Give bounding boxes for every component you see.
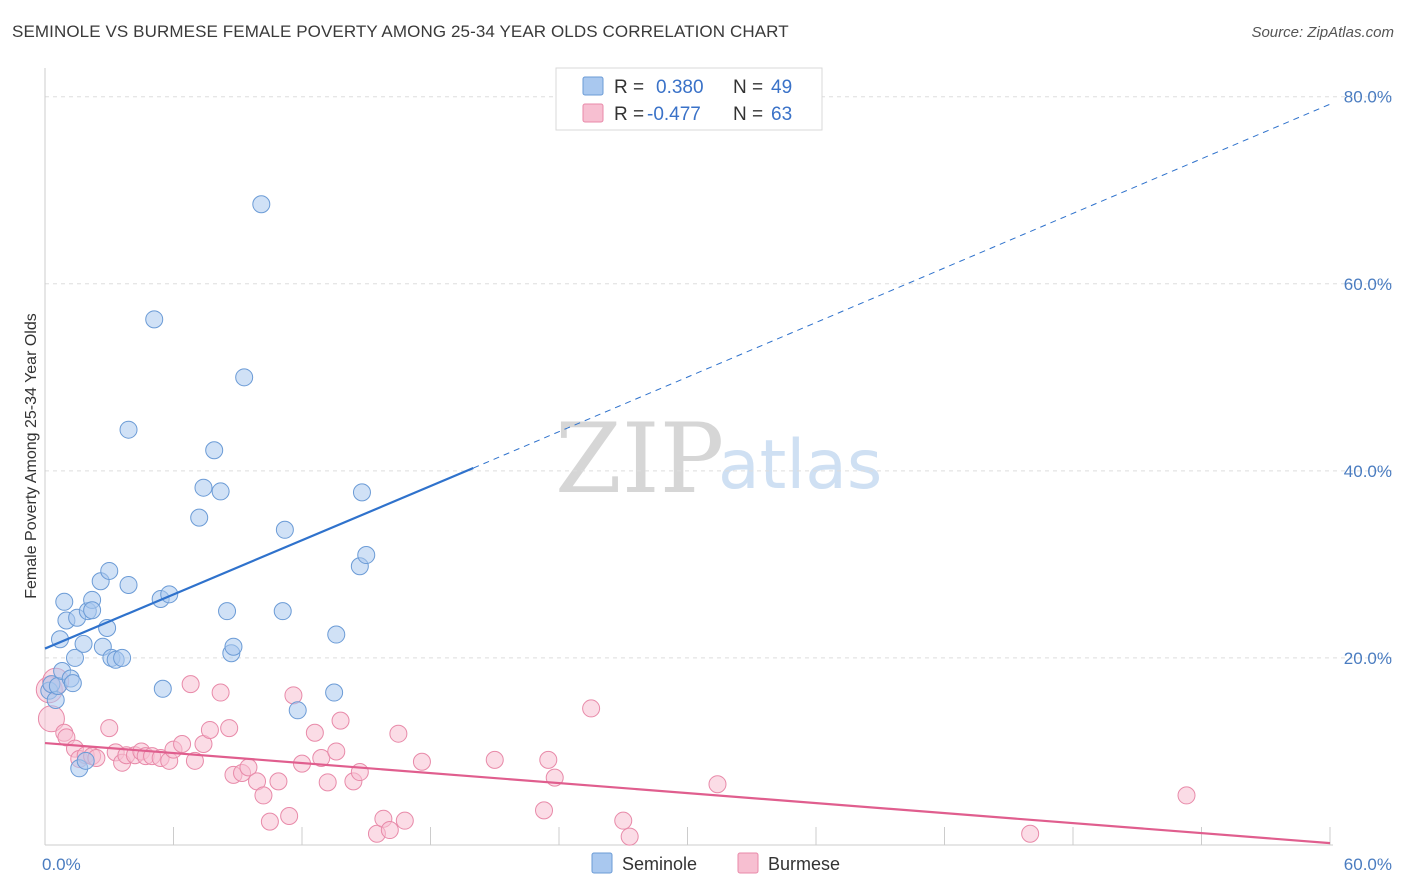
legend-n-label-burmese: N = — [733, 104, 763, 125]
burmese-point — [535, 801, 554, 820]
chart-title: SEMINOLE VS BURMESE FEMALE POVERTY AMONG… — [12, 22, 789, 41]
burmese-point — [331, 711, 350, 730]
seminole-point — [145, 310, 164, 329]
seminole-point — [55, 592, 74, 611]
trendlines — [44, 103, 1331, 845]
legend-swatch-burmese — [582, 103, 604, 123]
burmese-point — [539, 750, 558, 769]
legend: R = 0.380 N = 49 R = -0.477 N = 63 — [555, 67, 823, 131]
seminole-point — [74, 634, 93, 653]
burmese-trendline — [44, 741, 1331, 845]
x-tick-label-60: 60.0% — [1344, 855, 1392, 874]
burmese-point — [260, 812, 279, 831]
burmese-point — [1177, 786, 1196, 805]
legend-r-label-seminole: R = — [614, 77, 644, 98]
legend-n-value-seminole: 49 — [771, 77, 792, 98]
seminole-point — [205, 441, 224, 460]
burmese-point — [395, 811, 414, 830]
y-axis-tick-labels: 20.0% 40.0% 60.0% 80.0% — [1344, 88, 1392, 668]
burmese-point — [185, 751, 204, 770]
seminole-trendline-extension — [473, 103, 1331, 469]
seminole-point — [235, 368, 254, 387]
seminole-point — [288, 701, 307, 720]
legend-r-label-burmese: R = — [614, 104, 644, 125]
seminole-point — [352, 483, 371, 502]
seminole-point — [327, 625, 346, 644]
burmese-point — [284, 686, 303, 705]
source-label: Source: ZipAtlas.com — [1251, 24, 1394, 41]
burmese-point — [708, 775, 727, 794]
seminole-point — [119, 420, 138, 439]
seminole-point — [224, 637, 243, 656]
burmese-point — [100, 719, 119, 738]
seminole-point — [119, 575, 138, 594]
burmese-point — [269, 772, 288, 791]
bottom-legend: Seminole Burmese — [591, 852, 840, 874]
watermark-zip: ZIP — [555, 403, 724, 515]
seminole-point — [252, 195, 271, 214]
seminole-point — [190, 508, 209, 527]
y-tick-label-20: 20.0% — [1344, 649, 1392, 668]
watermark-atlas: atlas — [718, 426, 882, 505]
burmese-point — [620, 827, 639, 846]
x-tick-label-0: 0.0% — [42, 855, 81, 874]
y-axis-title: Female Poverty Among 25-34 Year Olds — [23, 313, 40, 599]
burmese-point — [220, 719, 239, 738]
bottom-legend-label-seminole: Seminole — [622, 854, 697, 874]
bottom-legend-swatch-seminole — [591, 852, 613, 874]
burmese-point — [173, 734, 192, 753]
legend-r-value-seminole: 0.380 — [656, 77, 704, 98]
legend-n-label-seminole: N = — [733, 77, 763, 98]
seminole-point — [113, 648, 132, 667]
legend-r-value-burmese: -0.477 — [647, 104, 701, 125]
seminole-point — [63, 674, 82, 693]
y-tick-label-60: 60.0% — [1344, 275, 1392, 294]
burmese-point — [582, 699, 601, 718]
seminole-point — [275, 520, 294, 539]
seminole-point — [325, 683, 344, 702]
seminole-trendline — [44, 467, 474, 650]
burmese-point — [200, 720, 219, 739]
burmese-point — [485, 750, 504, 769]
burmese-point — [280, 807, 299, 826]
bottom-legend-label-burmese: Burmese — [768, 854, 840, 874]
burmese-point — [389, 724, 408, 743]
burmese-point — [305, 723, 324, 742]
y-tick-label-40: 40.0% — [1344, 462, 1392, 481]
seminole-point — [211, 482, 230, 501]
seminole-point — [76, 751, 95, 770]
burmese-point — [614, 811, 633, 830]
seminole-point — [357, 546, 376, 565]
seminole-point — [273, 602, 292, 621]
burmese-point — [211, 683, 230, 702]
seminole-series — [40, 195, 376, 778]
burmese-point — [327, 742, 346, 761]
burmese-point — [312, 749, 331, 768]
bottom-legend-swatch-burmese — [737, 852, 759, 874]
burmese-point — [1021, 824, 1040, 843]
seminole-point — [83, 601, 102, 620]
burmese-point — [254, 786, 273, 805]
seminole-point — [153, 679, 172, 698]
burmese-point — [380, 821, 399, 840]
y-tick-label-80: 80.0% — [1344, 88, 1392, 107]
burmese-point — [412, 752, 431, 771]
burmese-point — [318, 773, 337, 792]
seminole-point — [218, 602, 237, 621]
x-axis-ticks — [44, 827, 1331, 845]
burmese-point — [181, 675, 200, 694]
legend-swatch-seminole — [582, 76, 604, 96]
legend-n-value-burmese: 63 — [771, 104, 792, 125]
seminole-point — [65, 648, 84, 667]
seminole-point — [100, 561, 119, 580]
seminole-point — [194, 478, 213, 497]
gridlines — [45, 96, 1392, 659]
